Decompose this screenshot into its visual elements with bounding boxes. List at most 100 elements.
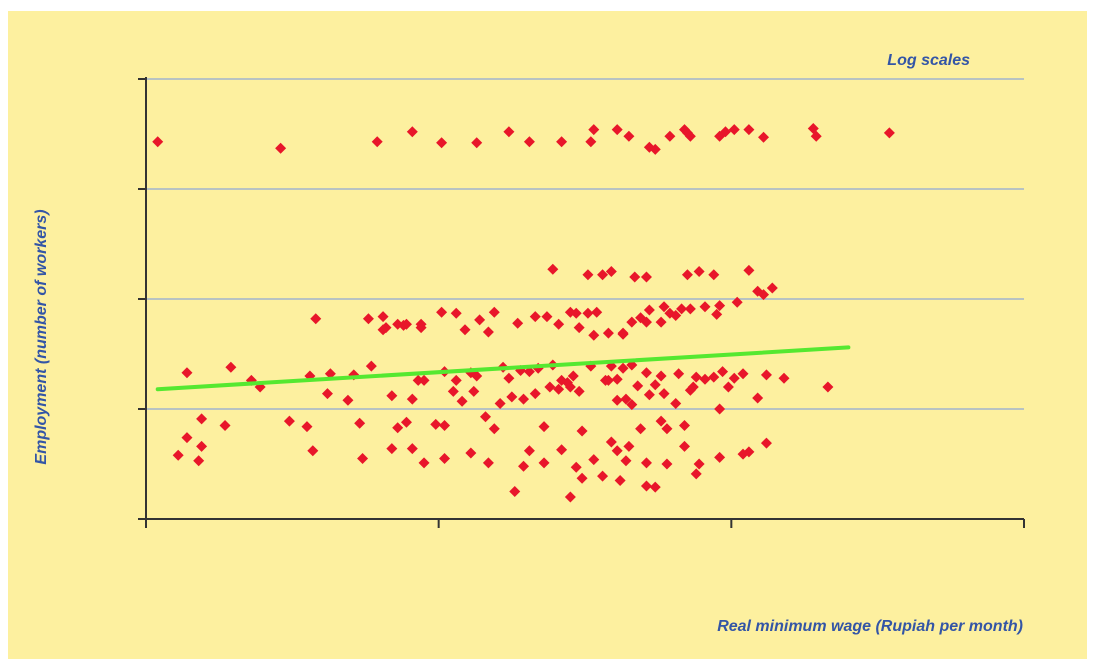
data-point-169 <box>556 444 568 456</box>
data-point-145 <box>670 398 682 409</box>
data-point-23 <box>719 126 731 138</box>
data-point-109 <box>503 372 515 384</box>
data-point-49 <box>474 314 486 326</box>
data-point-71 <box>635 312 647 324</box>
data-point-190 <box>661 458 673 470</box>
data-point-37 <box>708 269 720 281</box>
data-point-170 <box>576 425 588 437</box>
data-point-138 <box>553 383 565 395</box>
data-point-66 <box>731 296 743 308</box>
data-point-191 <box>693 458 705 470</box>
data-point-156 <box>430 418 442 430</box>
data-point-125 <box>752 392 764 404</box>
data-point-78 <box>450 374 462 386</box>
data-point-197 <box>386 443 398 455</box>
data-point-42 <box>310 313 322 325</box>
data-point-203 <box>597 470 609 482</box>
data-point-61 <box>655 316 667 328</box>
data-point-196 <box>357 453 369 464</box>
scatter-chart: Log scales Real minimum wage (Rupiah per… <box>33 52 1025 635</box>
data-point-202 <box>576 472 588 484</box>
data-point-64 <box>699 301 711 313</box>
data-point-157 <box>354 417 366 429</box>
data-point-200 <box>509 486 521 497</box>
trendline-group <box>155 345 851 392</box>
data-point-160 <box>538 421 550 433</box>
data-point-89 <box>482 326 494 338</box>
data-point-130 <box>342 394 354 406</box>
data-point-206 <box>649 481 661 493</box>
data-point-182 <box>439 453 451 464</box>
data-point-166 <box>439 420 451 431</box>
data-point-147 <box>714 403 726 415</box>
log-scales-note: Log scales <box>887 52 970 69</box>
data-point-195 <box>193 455 205 467</box>
gridlines <box>146 78 1024 410</box>
data-point-167 <box>479 411 491 423</box>
data-point-205 <box>640 480 652 492</box>
data-point-123 <box>722 381 734 393</box>
data-point-127 <box>181 367 193 379</box>
trendline <box>155 345 851 392</box>
data-point-40 <box>591 306 603 318</box>
data-point-63 <box>684 303 696 315</box>
data-point-164 <box>301 421 313 433</box>
data-point-120 <box>673 368 685 380</box>
data-point-159 <box>488 423 500 435</box>
data-point-158 <box>392 422 404 434</box>
data-point-207 <box>690 468 702 480</box>
data-point-51 <box>512 317 524 329</box>
data-point-34 <box>766 282 778 294</box>
data-point-48 <box>450 307 462 319</box>
data-point-103 <box>365 360 377 372</box>
data-point-44 <box>377 311 389 323</box>
data-point-150 <box>529 388 541 400</box>
data-point-43 <box>362 313 374 325</box>
data-point-161 <box>635 423 647 435</box>
data-point-35 <box>597 269 609 281</box>
data-point-194 <box>172 449 184 461</box>
data-point-128 <box>225 361 237 373</box>
data-point-193 <box>743 446 755 458</box>
data-point-9 <box>588 124 600 136</box>
data-point-8 <box>556 136 568 148</box>
data-point-69 <box>588 329 600 341</box>
data-point-19 <box>611 124 623 136</box>
data-point-183 <box>465 447 477 459</box>
data-point-126 <box>728 372 740 384</box>
data-point-204 <box>614 475 626 486</box>
data-point-163 <box>219 420 231 431</box>
data-point-104 <box>412 374 424 386</box>
data-point-94 <box>640 367 652 379</box>
data-point-177 <box>760 437 772 449</box>
data-point-135 <box>506 391 518 403</box>
x-axis-label: Real minimum wage (Rupiah per month) <box>717 618 1023 635</box>
data-point-184 <box>518 460 530 472</box>
data-point-47 <box>436 306 448 318</box>
data-point-117 <box>617 362 629 374</box>
data-point-189 <box>640 457 652 469</box>
data-point-73 <box>664 307 676 319</box>
data-point-5 <box>471 137 483 149</box>
data-point-198 <box>418 457 430 469</box>
data-point-96 <box>717 366 729 378</box>
data-point-15 <box>743 124 755 136</box>
data-point-74 <box>676 303 688 315</box>
data-point-11 <box>664 130 676 142</box>
data-point-100 <box>324 368 336 380</box>
data-point-192 <box>714 451 726 463</box>
data-point-146 <box>684 384 696 396</box>
data-point-55 <box>570 307 582 319</box>
data-point-105 <box>418 374 430 386</box>
data-point-122 <box>699 373 711 385</box>
data-point-97 <box>760 369 772 381</box>
data-point-10 <box>623 130 635 142</box>
data-point-41 <box>658 301 670 313</box>
data-point-119 <box>655 370 667 382</box>
data-point-54 <box>553 318 565 330</box>
data-point-50 <box>488 306 500 318</box>
data-point-68 <box>573 322 585 334</box>
data-point-116 <box>611 373 623 385</box>
data-point-29 <box>681 269 693 281</box>
data-point-17 <box>679 124 691 136</box>
